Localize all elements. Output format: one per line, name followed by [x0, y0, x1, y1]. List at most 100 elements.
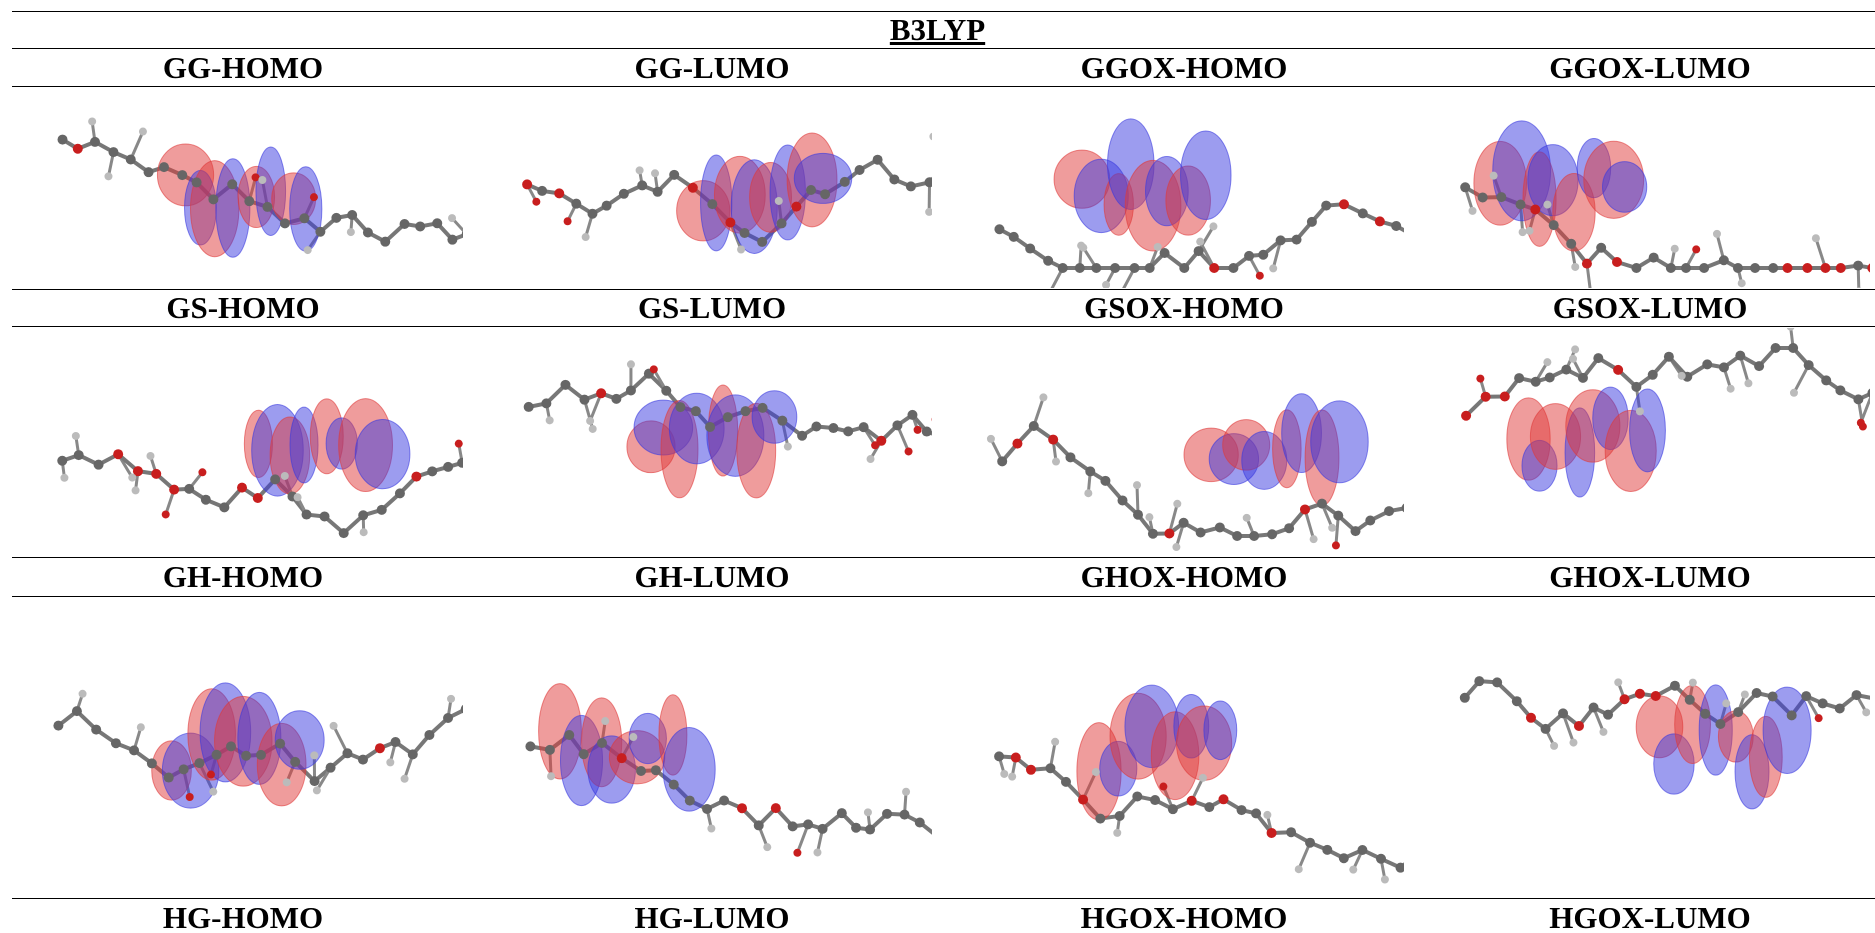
atom — [902, 788, 910, 796]
rule — [12, 48, 1875, 49]
atom — [262, 202, 272, 212]
atom — [1519, 228, 1527, 236]
atom — [1550, 742, 1558, 750]
atom — [611, 394, 621, 404]
atom — [241, 751, 251, 761]
atom — [244, 196, 254, 206]
atom — [691, 406, 701, 416]
atom — [1351, 526, 1361, 536]
atom — [771, 803, 781, 813]
atom — [1727, 385, 1735, 393]
atom — [754, 820, 764, 830]
atom — [162, 510, 170, 518]
atom — [207, 771, 215, 779]
orbital-lobe — [290, 167, 322, 251]
cell-label: GS-LUMO — [482, 290, 942, 326]
atom — [1460, 182, 1470, 192]
atom — [1699, 263, 1709, 273]
atom — [797, 431, 807, 441]
atom — [1855, 287, 1863, 288]
atom — [707, 825, 715, 833]
atom — [1058, 263, 1068, 273]
atom — [1209, 222, 1217, 230]
atom — [1148, 529, 1158, 539]
atom — [1194, 246, 1204, 256]
atom — [408, 749, 418, 759]
atom — [1267, 529, 1277, 539]
atom — [1768, 263, 1778, 273]
atom — [707, 199, 717, 209]
atom — [837, 808, 847, 818]
atom — [1168, 804, 1178, 814]
atom — [1187, 796, 1197, 806]
atom — [1722, 699, 1730, 707]
atom — [1300, 504, 1310, 514]
atom — [651, 169, 659, 177]
atom — [907, 410, 917, 420]
atom — [1249, 531, 1259, 541]
atom — [873, 155, 883, 165]
atom — [1339, 199, 1349, 209]
atom — [1738, 279, 1746, 287]
atom — [1802, 263, 1812, 273]
atom — [1295, 865, 1303, 873]
atom — [1402, 503, 1404, 513]
atom — [313, 786, 321, 794]
atom — [390, 737, 400, 747]
atom — [88, 117, 96, 125]
atom — [1045, 763, 1055, 773]
atom — [129, 745, 139, 755]
atom — [1741, 690, 1749, 698]
atom — [900, 810, 910, 820]
orbital-lobe — [752, 391, 797, 443]
atom — [1549, 220, 1559, 230]
atom — [58, 135, 68, 145]
atom — [537, 186, 547, 196]
atom — [922, 427, 932, 437]
atom — [1256, 272, 1264, 280]
atom — [737, 803, 747, 813]
atom — [1733, 263, 1743, 273]
atom — [1700, 709, 1710, 719]
cell-label: GHOX-LUMO — [1420, 559, 1875, 595]
atom — [219, 502, 229, 512]
atom — [1867, 263, 1870, 273]
atom — [1635, 689, 1645, 699]
atom — [602, 201, 612, 211]
atom — [564, 217, 572, 225]
atom — [128, 474, 136, 482]
atom — [320, 511, 330, 521]
atom — [94, 460, 104, 470]
cell-label: HGOX-LUMO — [1420, 900, 1875, 933]
atom — [126, 155, 136, 165]
atom — [1154, 243, 1162, 251]
atom — [629, 733, 637, 741]
atom — [108, 147, 118, 157]
atom — [1476, 375, 1484, 383]
atom — [363, 227, 373, 237]
molecule-image — [964, 598, 1404, 897]
atom — [1582, 259, 1592, 269]
atom — [1719, 255, 1729, 265]
atom — [347, 228, 355, 236]
atom — [60, 474, 68, 482]
atom — [1516, 200, 1526, 210]
atom — [597, 738, 607, 748]
atom — [1670, 681, 1680, 691]
atom — [669, 780, 679, 790]
atom — [1039, 393, 1047, 401]
atom — [1061, 777, 1071, 787]
atom — [1835, 385, 1845, 395]
atom — [1310, 535, 1318, 543]
atom — [705, 422, 715, 432]
atom — [1460, 693, 1470, 703]
atom — [208, 194, 218, 204]
rule — [12, 326, 1875, 327]
atom — [1085, 466, 1095, 476]
atom — [386, 758, 394, 766]
atom — [1286, 827, 1296, 837]
atom — [1530, 204, 1540, 214]
atom — [1526, 713, 1536, 723]
atom — [1263, 811, 1271, 819]
atom — [859, 422, 869, 432]
